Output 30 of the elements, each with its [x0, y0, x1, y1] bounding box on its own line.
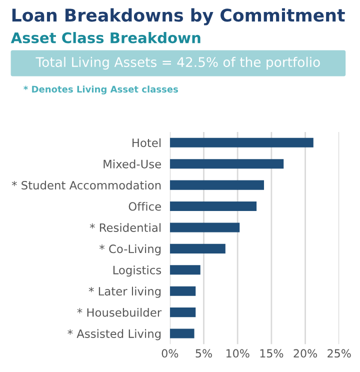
y-tick-label: * Co-Living: [100, 244, 161, 256]
x-tick-label: 0%: [162, 349, 178, 358]
x-tick-label: 15%: [260, 349, 284, 358]
x-tick-label: 5%: [196, 349, 212, 358]
chart-title: Loan Breakdowns by Commitment: [12, 8, 345, 26]
y-tick-label: Mixed-Use: [104, 160, 161, 168]
y-tick-label: Logistics: [113, 266, 162, 277]
text: Total Living Assets = 42.5% of the portfolio: [36, 56, 320, 70]
bar: [170, 180, 264, 190]
chart-subtitle: Asset Class Breakdown: [10, 32, 200, 44]
text: * Denotes Living Asset classes: [24, 86, 178, 94]
bar: [170, 222, 240, 232]
x-tick-label: 20%: [294, 349, 318, 358]
y-tick-label: Hotel: [132, 138, 161, 148]
x-tick-label: 10%: [226, 349, 250, 358]
y-tick-label: * Assisted Living: [68, 329, 161, 340]
bar: [170, 286, 196, 296]
x-tick-label: 25%: [328, 349, 351, 358]
bar: [170, 202, 257, 212]
y-tick-label: * Housebuilder: [77, 308, 162, 317]
bar: [170, 159, 284, 169]
y-tick-label: * Residential: [90, 223, 161, 232]
bar: [170, 308, 196, 318]
bar: [170, 328, 194, 338]
y-tick-label: * Later living: [88, 286, 161, 298]
bar: [170, 244, 226, 254]
y-tick-label: Office: [128, 202, 161, 211]
bar: [170, 138, 314, 148]
bar: [170, 265, 200, 275]
y-tick-label: * Student Accommodation: [12, 180, 161, 190]
